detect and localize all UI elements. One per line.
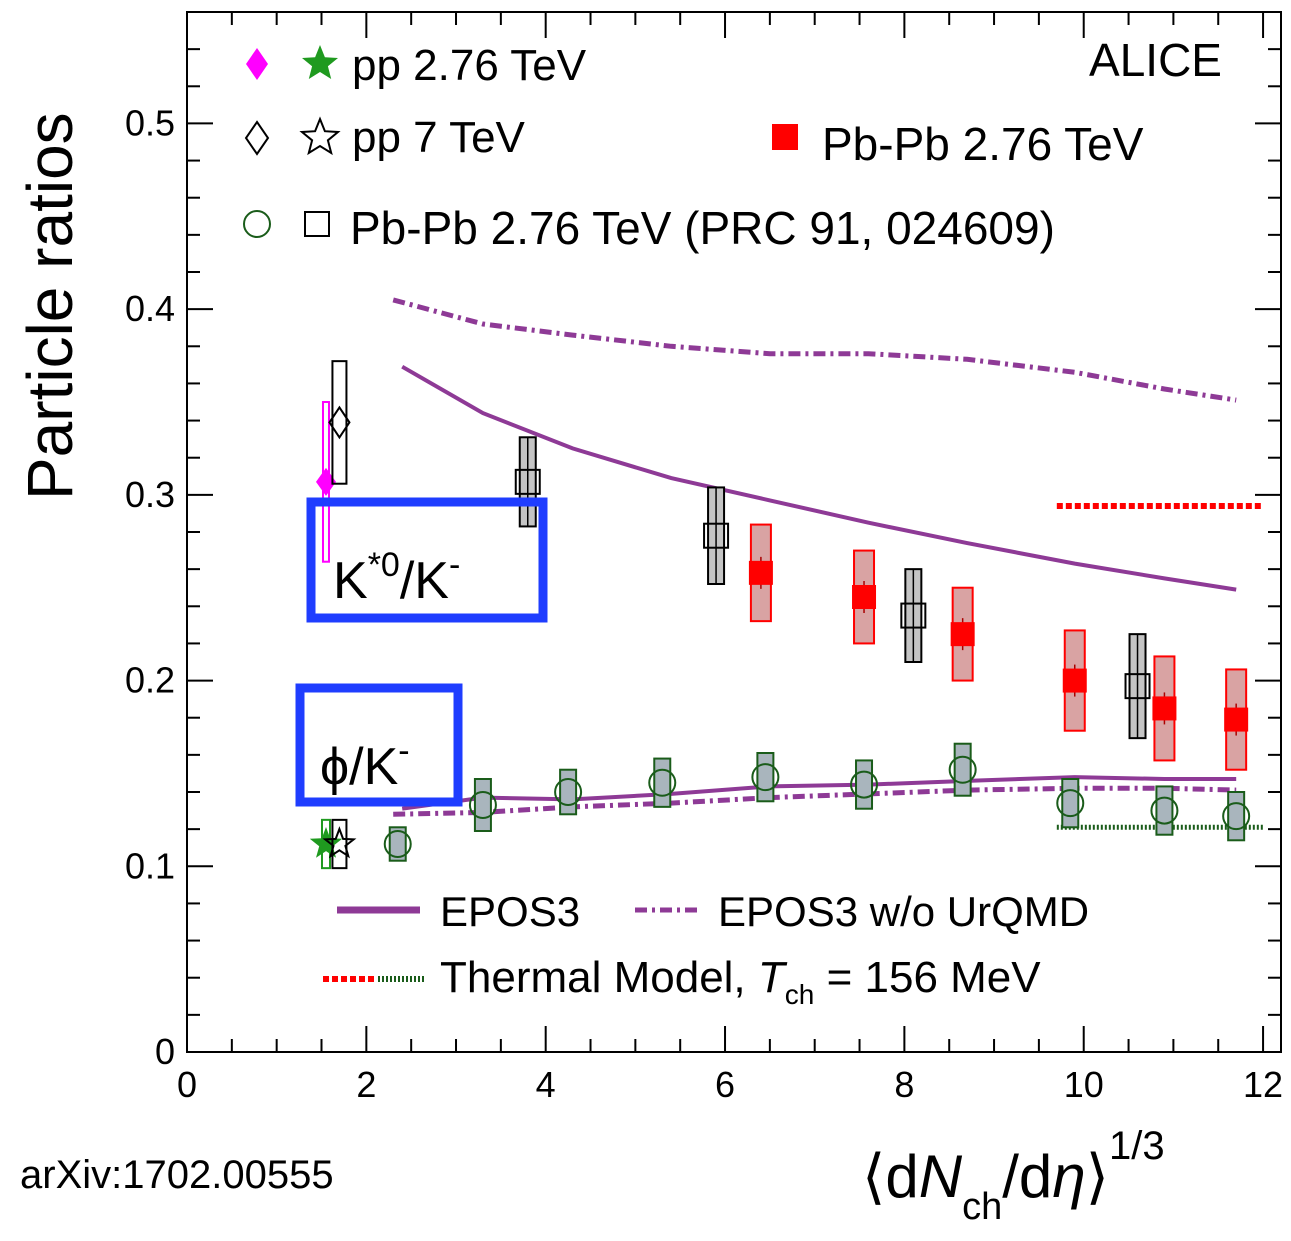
point-pbpb-phi: [948, 755, 977, 784]
x-axis-label: ⟨dNch/dη⟩1/3: [862, 1124, 1165, 1228]
phi-label-base: ϕ/K: [320, 738, 399, 796]
point-pp7-phi: [322, 826, 357, 859]
syst-box: [388, 826, 407, 862]
point-pbpb-kstar: [1152, 696, 1177, 721]
curve-epos3: [401, 775, 1237, 811]
syst-box: [756, 752, 775, 803]
syst-box: [473, 778, 492, 832]
point-pbpb-phi: [1150, 796, 1179, 825]
kstar-label-base: K: [333, 552, 368, 610]
point-pbpb-kstar: [748, 560, 773, 585]
point-pbpb-kstar: [1062, 668, 1087, 693]
legend-top: pp 2.76 TeV pp 7 TeV Pb-Pb 2.76 TeV Pb-P…: [243, 41, 1144, 254]
curve-epos3-nourqmd: [393, 785, 1237, 817]
legend-bottom: EPOS3 EPOS3 w/o UrQMD Thermal Model, Tch…: [323, 888, 1089, 1010]
thermal-model-lines: [1056, 503, 1264, 830]
curve-epos3: [401, 364, 1237, 592]
y-tick-label: 0.3: [125, 474, 175, 515]
legend-epos3-label: EPOS3: [440, 888, 580, 935]
legend-marker-pp276-diamond: [246, 48, 268, 80]
kstar-label-mid: /K: [400, 552, 449, 610]
y-tick-label: 0.2: [125, 660, 175, 701]
x-tick-label: 8: [894, 1064, 914, 1105]
legend-marker-pbpb-new: [772, 124, 798, 150]
legend-marker-pp276-star: [302, 45, 338, 79]
kstar-ratio-label-box: K*0/K-: [306, 497, 548, 623]
kstar-label-sup2: -: [449, 546, 460, 584]
x-tick-label: 6: [715, 1064, 735, 1105]
legend-marker-kstar-square: [304, 211, 330, 237]
legend-pp276-label: pp 2.76 TeV: [352, 41, 587, 90]
point-pbpb-phi: [383, 830, 412, 858]
y-axis-label: Particle ratios: [14, 112, 86, 500]
point-pbpb-old-kstar: [900, 602, 927, 629]
svg-text:ϕ/K-: ϕ/K-: [320, 732, 410, 796]
syst-box: [559, 768, 578, 816]
syst-box: [855, 759, 874, 810]
kstar-label-sup: *0: [368, 546, 400, 584]
point-pp276-kstar: [315, 467, 336, 496]
point-pp7-kstar: [328, 405, 351, 440]
arxiv-reference: arXiv:1702.00555: [20, 1153, 334, 1197]
legend-pp7-label: pp 7 TeV: [352, 113, 526, 162]
point-pbpb-phi: [751, 763, 780, 792]
syst-box: [331, 360, 348, 485]
x-tick-label: 10: [1064, 1064, 1104, 1105]
syst-box: [1061, 778, 1080, 829]
syst-box: [1227, 791, 1246, 842]
point-pp276-phi: [309, 827, 343, 858]
point-pbpb-phi: [1056, 789, 1085, 818]
syst-box: [1155, 785, 1174, 836]
legend-marker-phi-circle: [243, 210, 271, 238]
point-pbpb-phi: [1222, 802, 1251, 831]
x-tick-label: 12: [1243, 1064, 1283, 1105]
point-pbpb-old-kstar: [1124, 673, 1151, 700]
y-tick-label: 0.4: [125, 288, 175, 329]
phi-ratio-label-box: ϕ/K-: [295, 683, 463, 807]
syst-box: [953, 742, 972, 797]
x-tick-label: 4: [536, 1064, 556, 1105]
x-tick-label: 0: [177, 1064, 197, 1105]
legend-pbpb-new-label: Pb-Pb 2.76 TeV: [822, 118, 1144, 170]
point-pbpb-kstar: [1224, 707, 1249, 732]
legend-thermal-label: Thermal Model, Tch = 156 MeV: [440, 953, 1041, 1010]
point-pbpb-phi: [648, 768, 677, 797]
point-pbpb-phi: [554, 778, 583, 806]
collaboration-label: ALICE: [1089, 34, 1222, 86]
svg-text:K*0/K-: K*0/K-: [333, 546, 460, 610]
x-tick-label: 2: [356, 1064, 376, 1105]
y-tick-label: 0.5: [125, 102, 175, 143]
point-pbpb-kstar: [852, 585, 877, 609]
y-tick-label: 0: [155, 1031, 175, 1072]
epos3-curves: [392, 297, 1237, 817]
legend-marker-pp7-star: [299, 116, 341, 156]
legend-epos3-nourqmd-label: EPOS3 w/o UrQMD: [718, 888, 1089, 935]
legend-marker-pp7-diamond: [244, 120, 270, 156]
data-points: [309, 360, 1251, 870]
axes: 0 2 4 6 8 10 12 0 0.1 0.2 0.3 0.4 0.5: [125, 11, 1283, 1105]
point-pbpb-phi: [468, 791, 497, 819]
point-pbpb-old-kstar: [703, 522, 730, 549]
point-pbpb-phi: [850, 770, 879, 799]
y-tick-label: 0.1: [125, 845, 175, 886]
legend-pbpb-old-label: Pb-Pb 2.76 TeV (PRC 91, 024609): [350, 202, 1055, 254]
point-pbpb-old-kstar: [514, 468, 541, 495]
curve-epos3-nourqmd: [392, 297, 1237, 403]
point-pbpb-kstar: [950, 622, 975, 647]
phi-label-sup: -: [398, 732, 409, 770]
syst-box: [653, 757, 672, 808]
